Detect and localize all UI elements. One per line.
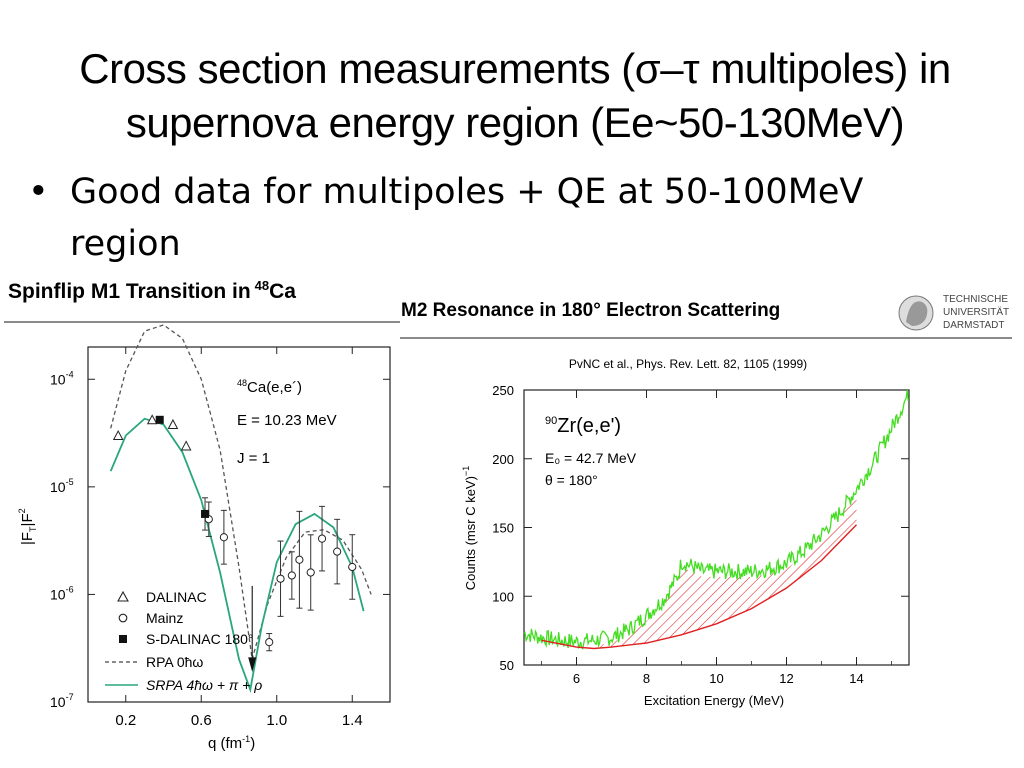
legend-triangle-icon — [117, 590, 129, 602]
right-x-tick-label: 8 — [643, 671, 650, 686]
left-x-tick-label: 1.4 — [342, 712, 363, 729]
bullet-text: Good data for multipoles + QE at 50-100M… — [70, 166, 950, 270]
figure-left: Spinflip M1 Transition in 48Ca 0.2 0.6 1.0 1… — [4, 278, 400, 752]
legend-label-dalinac: DALINAC — [146, 589, 207, 605]
mainz-point — [276, 574, 285, 583]
dalinac-point — [180, 440, 192, 451]
legend-square-icon — [119, 635, 127, 643]
background-fit-line — [541, 524, 857, 650]
legend-label-srpa: SRPA 4ħω + π + ρ — [146, 677, 262, 693]
left-y-tick-label: 10-6 — [50, 584, 74, 602]
left-x-axis-label: q (fm-1) — [208, 734, 255, 752]
title-line-1: Cross section measurements (σ–τ multipol… — [79, 45, 951, 92]
right-x-axis-label: Excitation Energy (MeV) — [644, 693, 784, 708]
mainz-point — [317, 534, 327, 543]
s-dalinac-point — [155, 415, 164, 424]
right-annotation-theta: θ = 180° — [545, 472, 598, 488]
rpa-curve — [110, 324, 372, 660]
left-figure-title: Spinflip M1 Transition in 48Ca — [8, 278, 296, 303]
upper-limit-arrow-icon — [248, 657, 257, 673]
bullet-dot-icon: • — [28, 172, 49, 212]
left-plot-frame — [87, 346, 391, 703]
left-annotation-spin: J = 1 — [237, 450, 270, 467]
dalinac-point — [146, 414, 158, 425]
left-series — [109, 324, 372, 694]
right-x-tick-label: 10 — [709, 671, 723, 686]
mainz-point — [348, 562, 357, 572]
right-y-tick-label: 150 — [492, 521, 514, 536]
left-y-tick-label: 10-5 — [50, 477, 74, 495]
left-y-tick-label: 10-7 — [50, 692, 74, 710]
right-x-tick-label: 14 — [849, 671, 863, 686]
right-y-axis-label: Counts (msr C keV)−1 — [461, 466, 478, 590]
left-y-tick-label: 10-4 — [50, 369, 74, 387]
bullet-text-line-2: region — [70, 224, 181, 264]
dalinac-point — [167, 418, 179, 429]
mainz-point — [333, 547, 342, 556]
s-dalinac-point — [201, 509, 210, 518]
logo-line-1: TECHNISCHE — [943, 294, 1008, 305]
right-x-tick-label: 6 — [573, 671, 580, 686]
left-axes: 0.2 0.6 1.0 1.4 10-4 10-5 10-6 10-7 — [50, 347, 390, 729]
legend-label-sdalinac: S-DALINAC 180° — [146, 631, 254, 647]
right-y-tick-label: 200 — [492, 452, 514, 467]
mainz-point — [295, 555, 304, 564]
athena-profile-icon — [906, 301, 928, 326]
right-annotation-e0: E₀ = 42.7 MeV — [545, 450, 637, 466]
logo-line-3: DARMSTADT — [943, 320, 1004, 331]
mainz-point — [219, 533, 228, 542]
slide-title: Cross section measurements (σ–τ multipol… — [20, 42, 1010, 150]
legend-label-rpa: RPA 0ħω — [146, 654, 203, 670]
title-line-2: supernova energy region (Ee~50-130MeV) — [125, 99, 905, 146]
legend-circle-icon — [118, 613, 128, 623]
left-legend: DALINAC Mainz S-DALINAC 180° RPA 0ħω SRP… — [105, 589, 262, 693]
left-x-tick-label: 1.0 — [266, 712, 287, 729]
legend-label-mainz: Mainz — [146, 610, 183, 626]
right-y-tick-label: 250 — [492, 383, 514, 398]
mainz-point — [265, 638, 274, 647]
right-reference: PvNC et al., Phys. Rev. Lett. 82, 1105 (… — [569, 357, 807, 371]
right-axes: 6 8 10 12 14 50 100 150 200 250 — [492, 383, 909, 686]
left-annotation-energy: E = 10.23 MeV — [237, 412, 337, 429]
figure-right: M2 Resonance in 180° Electron Scattering… — [400, 294, 1012, 708]
spectrum-line — [523, 389, 909, 650]
mainz-point — [306, 568, 315, 577]
left-x-tick-label: 0.2 — [115, 712, 136, 729]
left-x-tick-label: 0.6 — [191, 712, 212, 729]
right-annotation-reaction: 90Zr(e,e') — [545, 415, 621, 437]
logo-line-2: UNIVERSITÄT — [943, 306, 1009, 318]
dalinac-point — [112, 429, 124, 441]
right-x-tick-label: 12 — [779, 671, 793, 686]
left-annotation-reaction: 48Ca(e,e´) — [237, 378, 302, 396]
tu-darmstadt-logo: TECHNISCHE UNIVERSITÄT DARMSTADT — [898, 294, 1009, 331]
left-y-axis-label: |FT|F2 — [17, 508, 38, 545]
mainz-point — [287, 571, 296, 580]
right-figure-title: M2 Resonance in 180° Electron Scattering — [401, 300, 780, 321]
right-y-tick-label: 100 — [492, 589, 514, 604]
right-y-tick-label: 50 — [500, 658, 514, 673]
right-series — [523, 389, 909, 650]
bullet-text-line-1: Good data for multipoles + QE at 50-100M… — [70, 172, 864, 212]
